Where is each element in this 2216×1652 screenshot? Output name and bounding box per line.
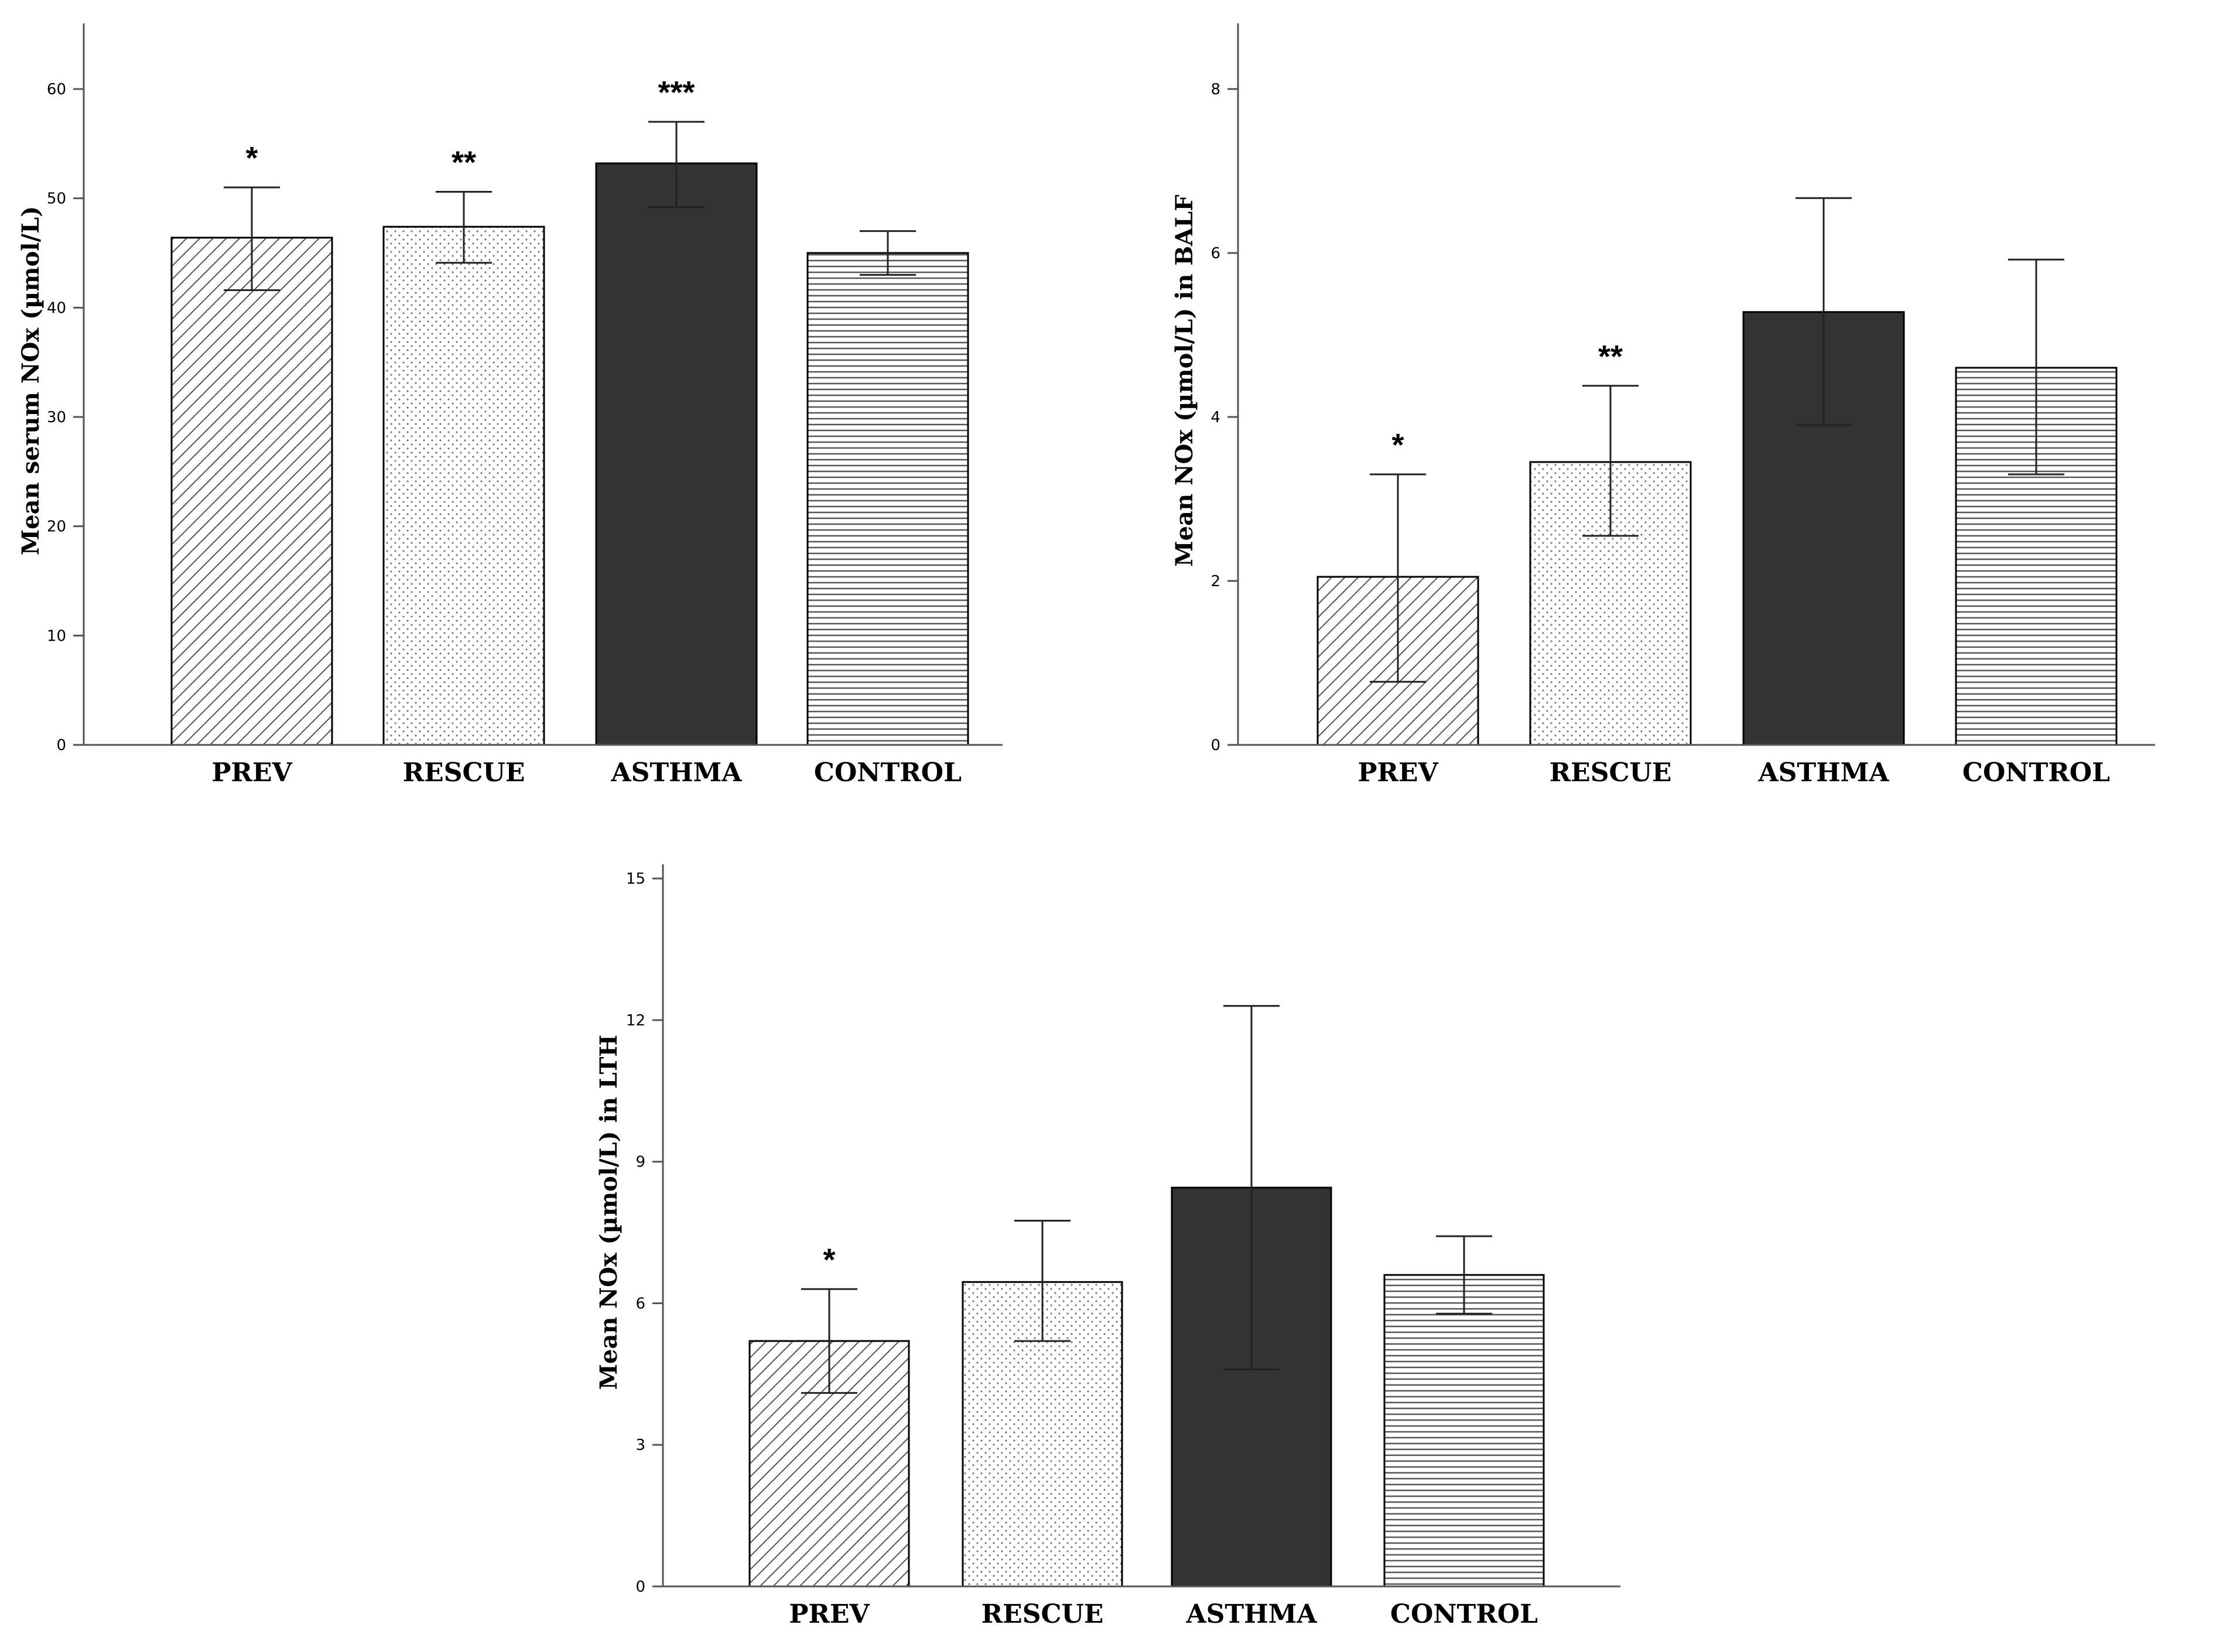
balf-category-label: RESCUE	[1550, 758, 1672, 788]
balf-y-tick-label: 8	[1210, 81, 1220, 98]
balf-y-axis-title: Mean NOx (µmol/L) in BALF	[1171, 194, 1198, 566]
balf-y-tick-label: 4	[1210, 409, 1220, 426]
lth-y-tick-label: 9	[635, 1154, 645, 1171]
lth-y-axis-title: Mean NOx (µmol/L) in LTH	[595, 1035, 623, 1390]
lth-category-label: RESCUE	[982, 1599, 1104, 1629]
balf-y-tick-label: 6	[1210, 245, 1220, 262]
lth-y-tick-label: 6	[635, 1295, 645, 1312]
lth-significance-prev: *	[823, 1242, 835, 1277]
serum-category-label: CONTROL	[814, 758, 962, 788]
lth-category-label: PREV	[789, 1599, 870, 1629]
serum-bar-asthma	[596, 163, 757, 745]
balf-y-tick-label: 0	[1210, 737, 1220, 754]
lth-y-tick-label: 12	[626, 1012, 645, 1029]
serum-y-axis-title: Mean serum NOx (µmol/L)	[17, 206, 45, 555]
serum-y-tick-label: 10	[47, 627, 66, 645]
balf-y-tick-label: 2	[1210, 573, 1220, 590]
serum-significance-prev: *	[245, 141, 258, 176]
serum-significance-rescue: **	[452, 145, 476, 180]
serum-bar-prev	[172, 238, 332, 745]
lth-y-tick-label: 0	[635, 1578, 645, 1596]
serum-y-tick-label: 30	[47, 409, 66, 426]
balf-category-label: PREV	[1357, 758, 1438, 788]
balf-significance-rescue: **	[1598, 339, 1623, 374]
serum-significance-asthma: ***	[658, 75, 695, 110]
lth-bar-control	[1384, 1275, 1544, 1586]
lth-nox-chart: Mean NOx (µmol/L) in LTH 0 3 6 9 12 15 * PREV RE…	[595, 864, 1620, 1629]
balf-category-label: ASTHMA	[1757, 758, 1889, 788]
serum-category-label: PREV	[211, 758, 292, 788]
figure: Mean serum NOx (µmol/L) 0102030405060*PR…	[0, 0, 2216, 1652]
lth-y-tick-label: 3	[635, 1436, 645, 1454]
serum-bar-control	[808, 253, 968, 745]
serum-y-tick-label: 20	[47, 518, 66, 536]
serum-y-tick-label: 40	[47, 299, 66, 317]
balf-nox-chart: Mean NOx (µmol/L) in BALF 0 2 4 6 8 * PREV ** RE…	[1171, 23, 2155, 788]
lth-y-tick-label: 15	[626, 870, 645, 888]
serum-category-label: ASTHMA	[610, 758, 742, 788]
balf-significance-prev: *	[1391, 427, 1404, 463]
serum-y-tick-label: 0	[56, 737, 66, 754]
serum-y-tick-label: 60	[47, 81, 66, 98]
lth-category-label: ASTHMA	[1185, 1599, 1317, 1629]
lth-category-label: CONTROL	[1390, 1599, 1538, 1629]
serum-y-tick-label: 50	[47, 190, 66, 208]
serum-category-label: RESCUE	[403, 758, 525, 788]
balf-category-label: CONTROL	[1962, 758, 2110, 788]
serum-bar-rescue	[384, 227, 544, 745]
serum-nox-chart: Mean serum NOx (µmol/L) 0 10 20 30 40 50 60 * PR…	[17, 23, 1003, 788]
